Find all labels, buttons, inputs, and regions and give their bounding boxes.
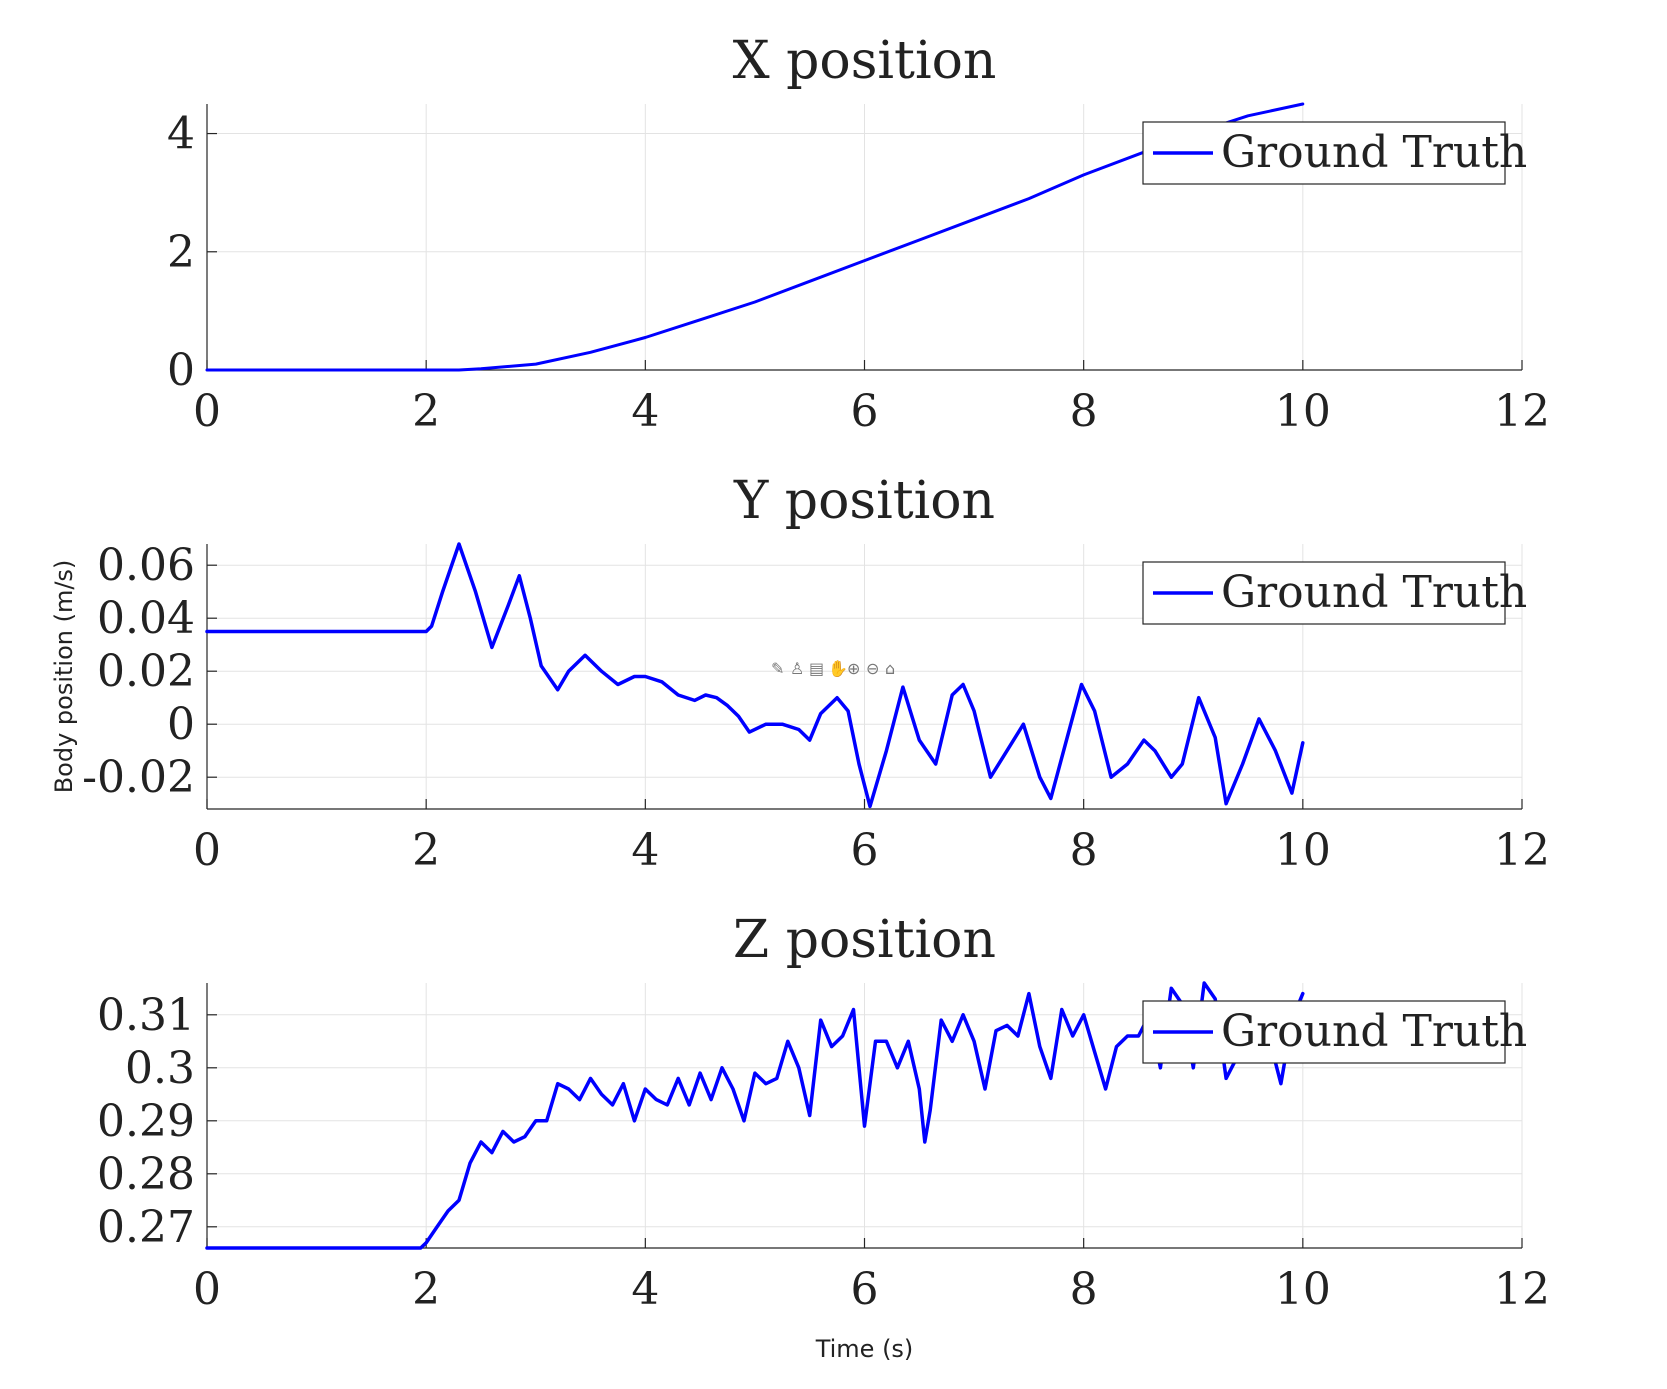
series-line-ground-truth (205, 542, 1305, 809)
y-tick-label: 2 (167, 227, 195, 278)
y-tick-label: 0 (167, 699, 195, 750)
x-axis-label: Time (s) (815, 1335, 914, 1363)
x-tick-label: 0 (193, 386, 221, 437)
x-tick-label: 10 (1275, 386, 1331, 437)
y-tick-label: 0.27 (97, 1202, 195, 1253)
x-tick-label: 2 (412, 825, 440, 876)
x-tick-label: 10 (1275, 1264, 1331, 1315)
chart-title: Z position (733, 910, 996, 970)
x-tick-label: 6 (851, 825, 879, 876)
subplot-x-position: 0 2 4 6 8 10 12 0 2 4 X position Ground Truth (167, 31, 1550, 437)
y-tick-label: 4 (167, 109, 195, 160)
x-tick-label: 6 (851, 386, 879, 437)
x-tick-label: 4 (631, 386, 659, 437)
x-tick-label: 6 (851, 1264, 879, 1315)
x-tick-label: 8 (1070, 1264, 1098, 1315)
zoom-in-icon[interactable]: ⊕ (847, 659, 860, 678)
x-tick-label: 0 (193, 1264, 221, 1315)
x-tick-label: 12 (1494, 825, 1550, 876)
x-tick-label: 8 (1070, 825, 1098, 876)
chart-title: X position (733, 31, 997, 91)
legend: Ground Truth (1142, 1000, 1527, 1064)
y-tick-label: 0.29 (97, 1096, 195, 1147)
series-line-ground-truth (205, 102, 1305, 372)
x-tick-label: 0 (193, 825, 221, 876)
axes-toolbar: ✎ ♙ ▤ ✋ ⊕ ⊖ ⌂ (771, 659, 895, 678)
legend: Ground Truth (1142, 121, 1527, 185)
x-tick-label: 4 (631, 825, 659, 876)
legend: Ground Truth (1142, 561, 1527, 625)
x-tick-label: 8 (1070, 386, 1098, 437)
y-tick-label: 0.31 (97, 990, 195, 1041)
x-tick-label: 2 (412, 1264, 440, 1315)
x-tick-label: 12 (1494, 1264, 1550, 1315)
subplot-z-position: 0 2 4 6 8 10 12 0.270.280.290.30.31 Z position Ti… (97, 910, 1550, 1363)
series-line-ground-truth (205, 981, 1305, 1250)
x-tick-label: 12 (1494, 386, 1550, 437)
edit-icon[interactable]: ✎ (771, 659, 784, 678)
x-tick-label: 10 (1275, 825, 1331, 876)
chart-title: Y position (733, 471, 995, 531)
y-tick-label: 0 (167, 345, 195, 396)
legend-label: Ground Truth (1221, 567, 1527, 618)
y-tick-label: -0.02 (82, 752, 195, 803)
zoom-out-icon[interactable]: ⊖ (866, 659, 879, 678)
x-tick-label: 2 (412, 386, 440, 437)
legend-label: Ground Truth (1221, 1006, 1527, 1057)
y-tick-label: 0.04 (97, 593, 195, 644)
data-tips-icon[interactable]: ▤ (809, 659, 824, 678)
y-tick-label: 0.28 (97, 1149, 195, 1200)
y-tick-label: 0.02 (97, 646, 195, 697)
pan-icon[interactable]: ✋ (828, 659, 848, 678)
x-tick-label: 4 (631, 1264, 659, 1315)
y-axis-label: Body position (m/s) (50, 560, 78, 794)
home-icon[interactable]: ⌂ (885, 659, 895, 678)
y-tick-label: 0.3 (125, 1043, 195, 1094)
y-tick-label: 0.06 (97, 540, 195, 591)
brush-icon[interactable]: ♙ (790, 659, 804, 678)
legend-label: Ground Truth (1221, 127, 1527, 178)
